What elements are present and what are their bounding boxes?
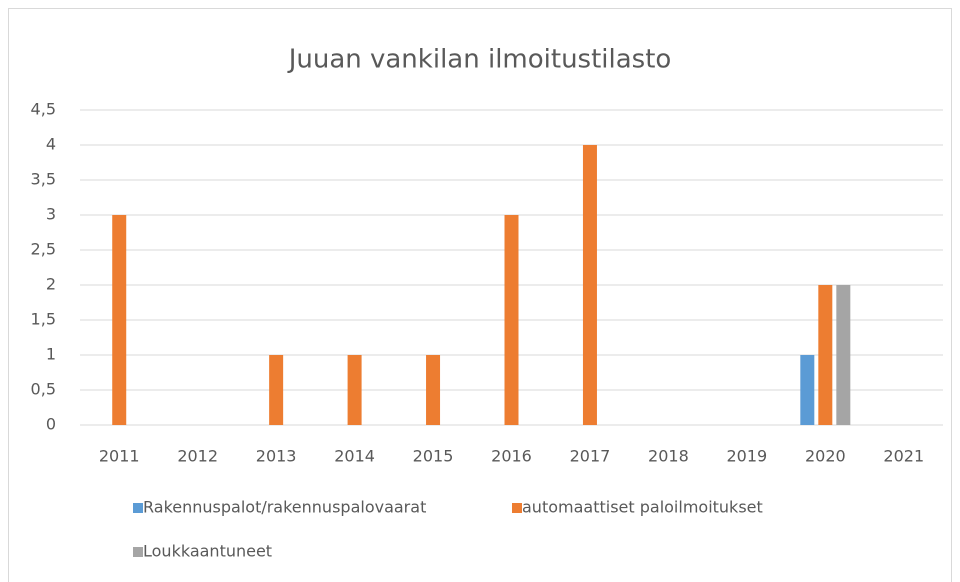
x-tick-label: 2014 [334,447,375,466]
chart-title: Juuan vankilan ilmoitustilasto [287,45,672,75]
legend-swatch [133,503,143,513]
legend-swatch [133,547,143,557]
y-tick-label: 3,5 [31,170,56,189]
x-tick-label: 2012 [177,447,218,466]
legend-swatch [512,503,522,513]
bar [504,215,519,425]
x-tick-label: 2021 [883,447,924,466]
y-tick-label: 0 [46,415,56,434]
x-tick-label: 2019 [727,447,768,466]
x-tick-label: 2016 [491,447,532,466]
bar [836,285,851,425]
x-tick-label: 2011 [99,447,140,466]
x-tick-label: 2018 [648,447,689,466]
bar [582,145,597,425]
y-tick-label: 1 [46,345,56,364]
bar [818,285,833,425]
y-tick-label: 2,5 [31,240,56,259]
bar [426,355,441,425]
legend-label: Loukkaantuneet [143,542,272,561]
y-tick-label: 2 [46,275,56,294]
bar [269,355,284,425]
y-tick-label: 4 [46,135,56,154]
y-tick-label: 3 [46,205,56,224]
y-tick-label: 0,5 [31,380,56,399]
y-tick-label: 4,5 [31,100,56,119]
legend-label: automaattiset paloilmoitukset [522,498,763,517]
x-tick-label: 2013 [256,447,297,466]
legend-label: Rakennuspalot/rakennuspalovaarat [143,498,426,517]
bar [112,215,127,425]
bar [800,355,815,425]
chart-frame [8,8,952,582]
y-tick-label: 1,5 [31,310,56,329]
x-tick-label: 2015 [413,447,454,466]
bar [347,355,362,425]
x-tick-label: 2017 [570,447,611,466]
x-tick-label: 2020 [805,447,846,466]
